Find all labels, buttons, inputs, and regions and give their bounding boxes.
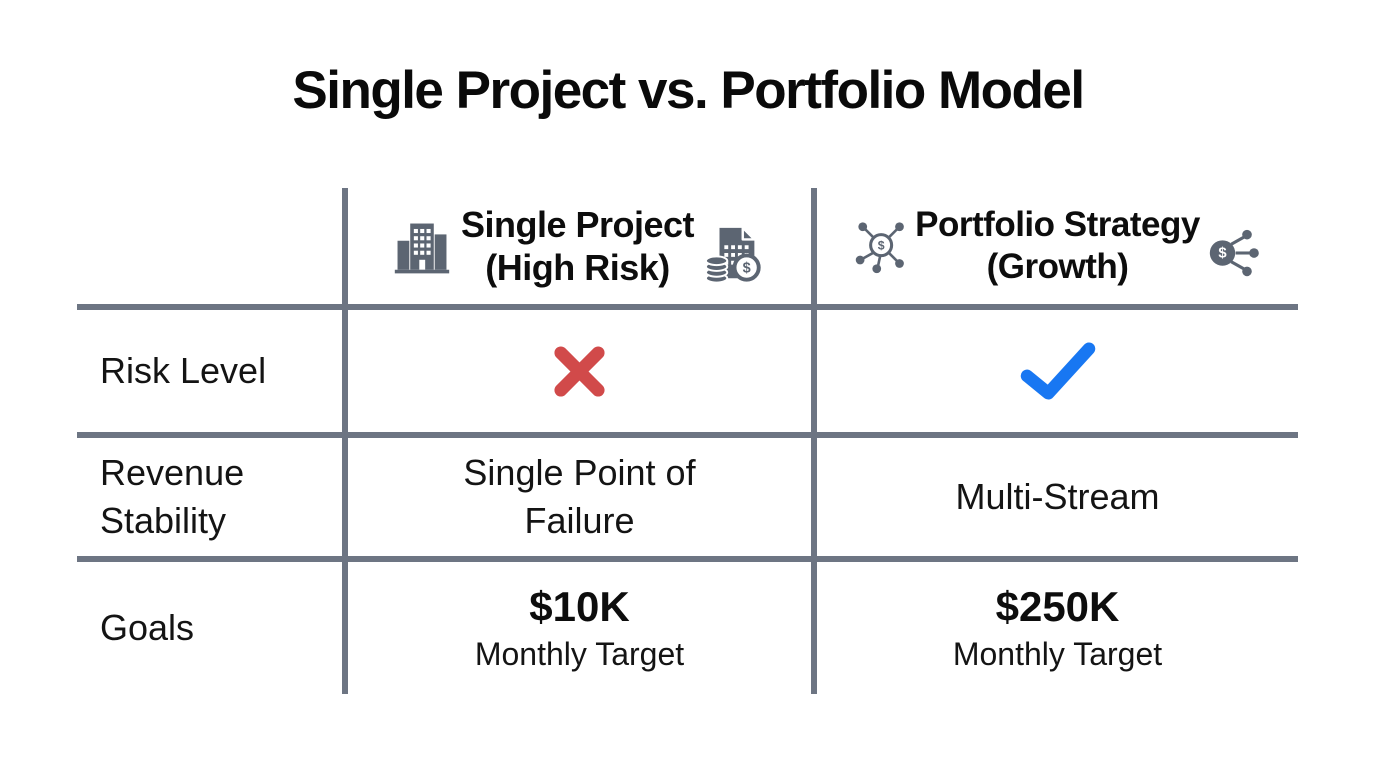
svg-text:$: $ — [743, 261, 751, 277]
cell-risk-single-project — [348, 310, 811, 432]
table-vertical-divider-right — [811, 188, 817, 694]
dollar-hub-network-icon: $ — [854, 218, 910, 274]
page-title: Single Project vs. Portfolio Model — [292, 61, 1085, 120]
cross-mark-icon — [551, 343, 608, 400]
goal-sublabel-single-project: Monthly Target — [474, 635, 685, 672]
check-mark-icon — [1019, 341, 1097, 401]
company-coins-dollar-icon: $ — [704, 222, 766, 284]
table-row-divider-1 — [77, 432, 1298, 438]
table-row-divider-2 — [77, 556, 1298, 562]
column-title-single-project: Single Project (High Risk) — [460, 203, 695, 288]
cell-goals-portfolio-strategy: $250K Monthly Target — [817, 562, 1298, 693]
dollar-share-network-icon: $ — [1205, 225, 1261, 281]
table-header-divider — [77, 304, 1298, 310]
cell-risk-portfolio-strategy — [817, 310, 1298, 432]
column-header-portfolio-strategy: $ Portfolio Strategy (Growth) $ — [817, 190, 1298, 302]
goal-value-single-project: $10K — [529, 582, 630, 630]
row-label-risk-level: Risk Level — [100, 350, 267, 392]
table-vertical-divider-left — [342, 188, 348, 694]
svg-text:$: $ — [878, 239, 885, 253]
goal-sublabel-portfolio-strategy: Monthly Target — [952, 635, 1163, 672]
column-title-portfolio-strategy: Portfolio Strategy (Growth) — [915, 205, 1200, 286]
goal-value-portfolio-strategy: $250K — [995, 582, 1120, 630]
svg-text:$: $ — [1218, 245, 1227, 261]
cell-revenue-portfolio-strategy: Multi-Stream — [955, 476, 1160, 518]
column-header-single-project: Single Project (High Risk) — [348, 190, 811, 302]
cell-goals-single-project: $10K Monthly Target — [348, 562, 811, 693]
row-label-revenue-stability: Revenue Stability — [100, 452, 245, 541]
row-label-goals: Goals — [100, 606, 195, 648]
office-building-icon — [393, 219, 451, 277]
cell-revenue-single-project: Single Point of Failure — [463, 452, 696, 541]
